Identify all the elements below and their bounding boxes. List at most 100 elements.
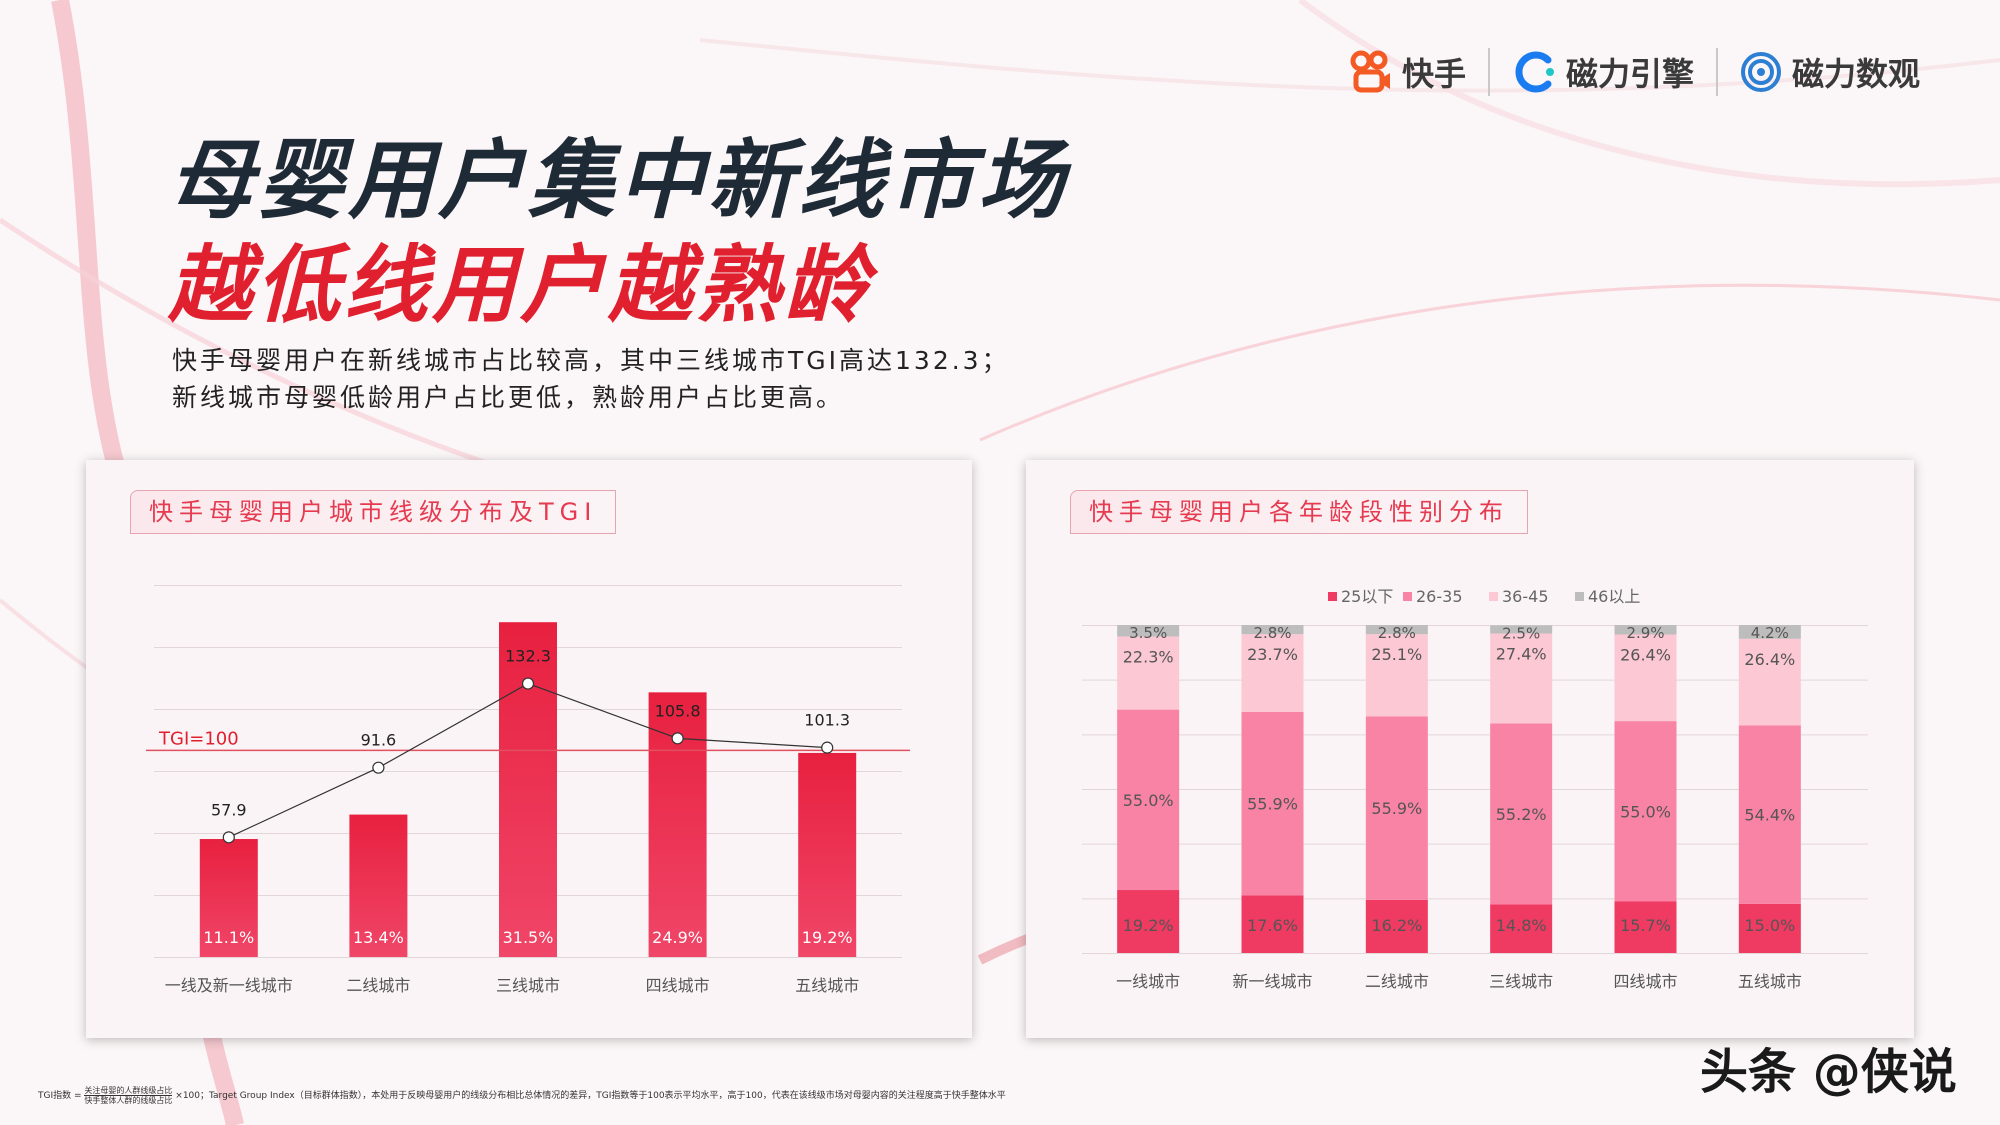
stacked-bar-segment (1490, 904, 1553, 953)
segment-value-label: 55.2% (1496, 805, 1547, 824)
stacked-bar-segment (1738, 903, 1801, 953)
x-tick-label: 三线城市 (496, 976, 560, 995)
segment-value-label: 14.8% (1496, 916, 1547, 935)
tgi-value-label: 132.3 (505, 647, 551, 666)
x-tick-label: 新一线城市 (1232, 972, 1312, 991)
kuaishou-label: 快手 (1401, 55, 1466, 93)
legend-label: 25以下 (1341, 587, 1393, 606)
segment-value-label: 2.5% (1502, 624, 1540, 642)
x-tick-label: 一线及新一线城市 (165, 976, 293, 995)
stacked-bar-segment (1738, 725, 1801, 904)
cili-data-icon (1740, 52, 1781, 92)
legend-label: 36-45 (1502, 587, 1549, 606)
stacked-bar-segment (1490, 625, 1553, 634)
segment-value-label: 55.9% (1247, 795, 1298, 814)
stacked-bar-segment (1738, 638, 1801, 726)
x-tick-label: 一线城市 (1116, 972, 1180, 991)
tgi-point (821, 741, 834, 754)
segment-value-label: 16.2% (1371, 916, 1422, 935)
segment-value-label: 23.7% (1247, 645, 1298, 664)
segment-value-label: 2.8% (1253, 624, 1291, 642)
page-subtitle: 越低线用户越熟龄 (168, 236, 873, 334)
segment-value-label: 27.4% (1496, 645, 1547, 664)
x-tick-label: 二线城市 (1365, 972, 1429, 991)
cili-shuguan-logo: 磁力数观 (1740, 49, 1920, 95)
watermark: 头条 @侠说 (1700, 1044, 1957, 1100)
tgi-value-label: 101.3 (804, 711, 850, 730)
stacked-bar-segment (1117, 625, 1180, 637)
segment-value-label: 22.3% (1123, 647, 1174, 666)
bar (349, 814, 408, 957)
stacked-bar-segment (1241, 895, 1304, 953)
bar-value-label: 11.1% (203, 928, 254, 947)
stacked-bar-segment (1117, 890, 1180, 953)
x-tick-label: 四线城市 (1613, 972, 1677, 991)
description: 快手母婴用户在新线城市占比较高，其中三线城市TGI高达132.3； 新线城市母婴… (172, 342, 1010, 416)
segment-value-label: 2.8% (1378, 624, 1416, 642)
segment-value-label: 55.0% (1620, 802, 1671, 821)
segment-value-label: 25.1% (1371, 645, 1422, 664)
cili-yinqing-label: 磁力引擎 (1565, 55, 1694, 93)
segment-value-label: 15.7% (1620, 916, 1671, 935)
footnote-numerator: 关注母婴的人群线级占比 (84, 1086, 173, 1096)
cili-shuguan-label: 磁力数观 (1791, 55, 1920, 93)
footnote-fraction: 关注母婴的人群线级占比 快手整体人群的线级占比 (84, 1086, 173, 1105)
x-tick-label: 五线城市 (795, 976, 859, 995)
bar-value-label: 13.4% (353, 928, 404, 947)
legend-swatch (1328, 592, 1337, 601)
stacked-bar-segment (1365, 899, 1428, 953)
stacked-bar-segment (1241, 634, 1304, 712)
segment-value-label: 26.4% (1620, 646, 1671, 665)
segment-value-label: 54.4% (1744, 806, 1795, 825)
legend-swatch (1575, 592, 1584, 601)
tgi-footnote: TGI指数 = 关注母婴的人群线级占比 快手整体人群的线级占比 ×100；Tar… (38, 1086, 1006, 1105)
footnote-denominator: 快手整体人群的线级占比 (84, 1096, 173, 1105)
stacked-bar-segment (1365, 716, 1428, 900)
cili-yinqing-logo: 磁力引擎 (1512, 49, 1694, 95)
stacked-bar-segment (1614, 721, 1677, 902)
logo-divider (1715, 48, 1718, 96)
stacked-bar-segment (1241, 625, 1304, 635)
tgi-point (521, 677, 535, 690)
x-tick-label: 二线城市 (346, 976, 410, 995)
stacked-bar-segment (1117, 709, 1180, 891)
footnote-text: ×100；Target Group Index（目标群体指数），本处用于反映母婴… (175, 1091, 1006, 1101)
x-tick-label: 三线城市 (1489, 972, 1553, 991)
stacked-bar-segment (1490, 633, 1553, 724)
cili-engine-icon (1515, 51, 1554, 93)
tgi-reference-label: TGI=100 (158, 728, 239, 749)
kuaishou-logo: 快手 (1350, 49, 1466, 95)
x-tick-label: 五线城市 (1738, 972, 1802, 991)
segment-value-label: 2.9% (1626, 624, 1664, 642)
tgi-value-label: 91.6 (361, 731, 397, 750)
x-tick-label: 四线城市 (646, 976, 710, 995)
segment-value-label: 19.2% (1123, 916, 1174, 935)
legend-label: 26-35 (1416, 587, 1463, 606)
segment-value-label: 4.2% (1751, 624, 1789, 642)
tgi-point (222, 831, 235, 844)
stacked-bar-segment (1490, 723, 1553, 905)
stacked-bar-segment (1117, 636, 1180, 710)
stacked-bar-segment (1614, 625, 1677, 635)
logo-bar: 快手 磁力引擎 磁力数观 (1350, 48, 1920, 96)
stacked-bar-segment (1614, 634, 1677, 722)
stacked-bar-segment (1365, 625, 1428, 635)
city-tier-chart-title: 快手母婴用户城市线级分布及TGI (130, 490, 617, 534)
bar-value-label: 19.2% (802, 928, 853, 947)
city-tier-chart-panel: 快手母婴用户城市线级分布及TGI 11.1% 一线及新一线城市 13.4% 二线城市 3… (86, 460, 972, 1038)
segment-value-label: 17.6% (1247, 916, 1298, 935)
tgi-value-label: 57.9 (211, 800, 247, 819)
legend-swatch (1403, 592, 1412, 601)
description-line-1: 快手母婴用户在新线城市占比较高，其中三线城市TGI高达132.3； (172, 346, 1010, 375)
description-line-2: 新线城市母婴低龄用户占比更低，熟龄用户占比更高。 (172, 383, 845, 412)
kuaishou-icon (1350, 50, 1390, 93)
logo-divider (1487, 48, 1490, 96)
legend-label: 46以上 (1588, 587, 1640, 606)
bar (499, 622, 557, 957)
stacked-bar-segment (1241, 711, 1304, 896)
bar (798, 752, 857, 957)
segment-value-label: 55.9% (1371, 799, 1422, 818)
page-title: 母婴用户集中新线市场 (168, 131, 1068, 231)
bar (648, 692, 707, 957)
tgi-point (671, 732, 684, 745)
